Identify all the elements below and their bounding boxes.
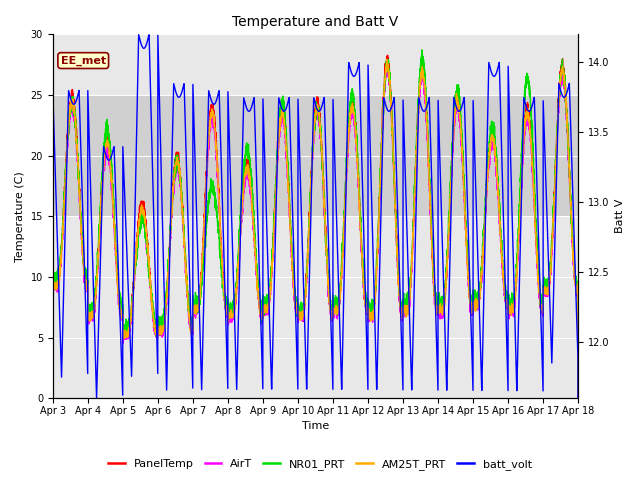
Y-axis label: Temperature (C): Temperature (C): [15, 171, 25, 262]
Y-axis label: Batt V: Batt V: [615, 199, 625, 233]
Title: Temperature and Batt V: Temperature and Batt V: [232, 15, 399, 29]
Legend: PanelTemp, AirT, NR01_PRT, AM25T_PRT, batt_volt: PanelTemp, AirT, NR01_PRT, AM25T_PRT, ba…: [104, 455, 536, 474]
Text: EE_met: EE_met: [61, 56, 106, 66]
Bar: [52, 95, 578, 216]
X-axis label: Time: Time: [302, 421, 329, 432]
